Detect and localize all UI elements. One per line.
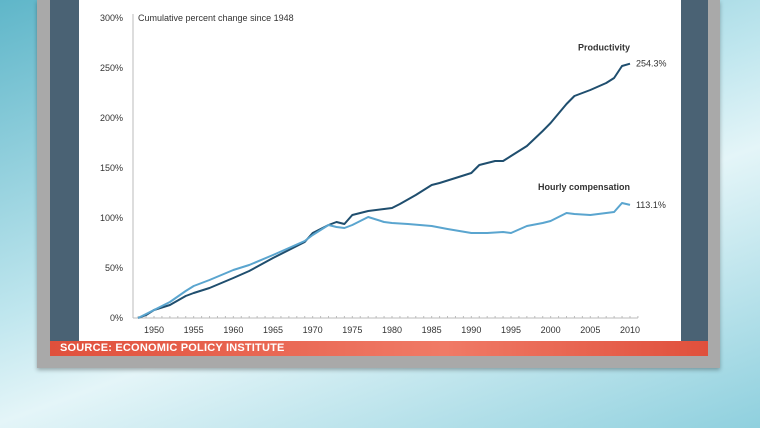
- x-tick-label: 1995: [501, 325, 521, 335]
- series-line-compensation: [137, 202, 631, 319]
- y-tick-label: 50%: [105, 263, 123, 273]
- x-tick-label: 1975: [342, 325, 362, 335]
- series-name-label: Hourly compensation: [538, 182, 630, 192]
- x-tick-label: 2000: [541, 325, 561, 335]
- y-tick-label: 150%: [100, 163, 123, 173]
- end-value-label: 254.3%: [636, 59, 667, 69]
- x-tick-label: 1950: [144, 325, 164, 335]
- y-tick-label: 200%: [100, 113, 123, 123]
- x-tick-label: 1985: [422, 325, 442, 335]
- x-tick-label: 1970: [303, 325, 323, 335]
- x-tick-label: 1990: [461, 325, 481, 335]
- y-tick-label: 250%: [100, 63, 123, 73]
- series-line-productivity: [137, 62, 631, 319]
- x-tick-label: 2010: [620, 325, 640, 335]
- x-tick-label: 1965: [263, 325, 283, 335]
- y-tick-label: 100%: [100, 213, 123, 223]
- x-tick-label: 2005: [580, 325, 600, 335]
- x-tick-label: 1980: [382, 325, 402, 335]
- y-tick-label: 300%: [100, 13, 123, 23]
- source-caption: SOURCE: ECONOMIC POLICY INSTITUTE: [50, 341, 708, 356]
- series-name-label: Productivity: [578, 43, 630, 53]
- x-tick-label: 1955: [184, 325, 204, 335]
- x-tick-label: 1960: [223, 325, 243, 335]
- chart-panel: [79, 0, 681, 341]
- chart-title: Cumulative percent change since 1948: [138, 13, 294, 23]
- end-value-label: 113.1%: [636, 200, 666, 210]
- y-tick-label: 0%: [110, 313, 123, 323]
